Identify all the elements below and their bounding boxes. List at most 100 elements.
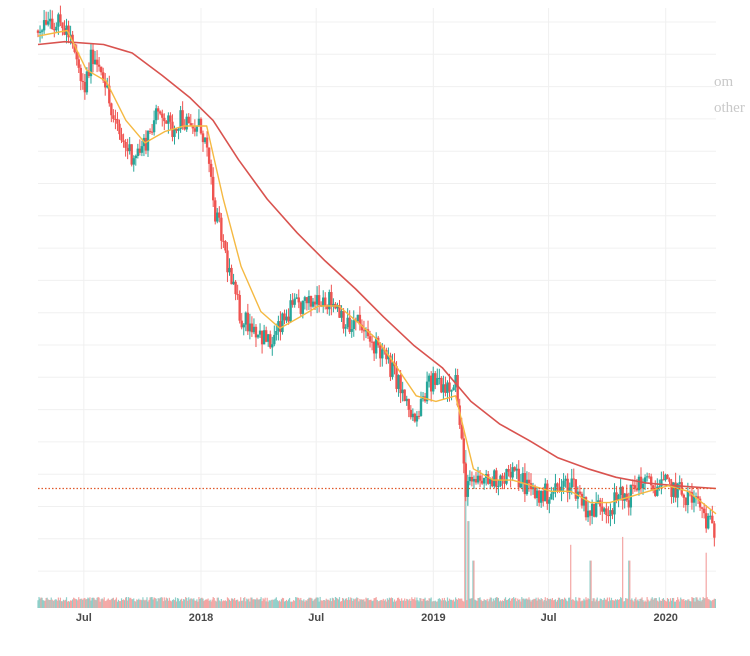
candle-body (704, 513, 708, 529)
volume-bar (404, 598, 406, 608)
volume-bar (46, 597, 48, 608)
volume-bar (621, 598, 623, 608)
candle-body (664, 474, 667, 480)
volume-bar (599, 598, 601, 608)
volume-bar (524, 599, 526, 608)
candle-body (482, 477, 486, 484)
volume-bar (598, 600, 600, 608)
volume-bar (339, 601, 342, 608)
candle-body (89, 49, 93, 77)
volume-bar (530, 601, 532, 608)
candle-body (570, 478, 573, 488)
volume-bar (200, 597, 202, 608)
volume-bar (341, 597, 344, 608)
candle-body (44, 20, 48, 25)
candle-body (75, 52, 78, 60)
volume-bar (551, 598, 553, 608)
candle-body (568, 487, 571, 493)
candle-body (232, 281, 235, 285)
volume-bar (226, 597, 229, 608)
candle-body (405, 398, 408, 402)
volume-bar (383, 600, 385, 608)
volume-bar (57, 597, 59, 608)
volume-bar (114, 599, 117, 608)
candle-body (93, 59, 97, 65)
x-tick-label: Jul (308, 612, 324, 624)
volume-bar (189, 599, 191, 608)
candle-body (456, 375, 459, 406)
volume-bar (129, 598, 131, 608)
volume-bar (443, 597, 446, 608)
candle-body (156, 108, 160, 112)
volume-bar (573, 599, 575, 608)
candle-body (207, 147, 211, 164)
volume-bar (606, 597, 608, 608)
volume-bar (561, 598, 564, 608)
candle-body (487, 474, 490, 484)
candle-body (328, 292, 331, 310)
volume-bar (430, 597, 432, 608)
candle-body (175, 128, 178, 131)
volume-bar (293, 600, 295, 608)
volume-bar (521, 597, 523, 608)
volume-bar (281, 597, 284, 608)
candle-body (299, 302, 302, 314)
volume-bar (347, 600, 349, 608)
candle-body (401, 389, 404, 394)
candle-body (387, 355, 390, 360)
volume-bar (456, 599, 458, 608)
volume-bar (109, 600, 111, 608)
candle-body (627, 500, 630, 508)
volume-bar (575, 597, 577, 608)
candle-body (674, 482, 677, 498)
volume-bar (318, 601, 320, 608)
volume-bar (681, 599, 683, 608)
volume-bar (176, 597, 179, 608)
volume-bar (320, 600, 322, 608)
volume-bar (297, 597, 299, 608)
candle-body (59, 14, 62, 23)
volume-bar (160, 597, 162, 608)
volume-bar (186, 597, 188, 608)
volume-bar (282, 598, 285, 608)
volume-bar (401, 598, 403, 608)
candle-body (55, 26, 58, 31)
candle-body (419, 399, 423, 416)
volume-bar (385, 601, 387, 608)
volume-bar (142, 597, 144, 608)
volume-bar (455, 597, 457, 608)
volume-bar (387, 599, 389, 608)
volume-bar (331, 597, 333, 608)
volume-bar (593, 598, 595, 608)
volume-bar (505, 600, 508, 608)
candle-body (38, 31, 42, 33)
volume-bar (659, 600, 661, 608)
candle-body (590, 503, 594, 516)
volume-bar (462, 600, 464, 608)
volume-bar (636, 600, 638, 608)
candle-body (601, 506, 604, 512)
candle-body (281, 313, 284, 333)
candle-body (291, 300, 294, 305)
candle-body (138, 148, 142, 153)
volume-bar (295, 597, 297, 608)
candle-body (713, 523, 716, 538)
candle-body (493, 470, 496, 487)
volume-bar (363, 599, 365, 608)
candle-body (238, 294, 241, 321)
volume-bar (407, 599, 409, 608)
candle-body (531, 487, 535, 490)
volume-bar (127, 600, 129, 608)
candle-body (73, 43, 76, 53)
volume-bar (617, 599, 620, 608)
volume-bar (519, 599, 521, 608)
moving-average-short (37, 29, 717, 515)
volume-bar (590, 560, 592, 608)
volume-bar (679, 601, 681, 608)
candle-body (645, 476, 649, 478)
volume-bar (208, 600, 210, 608)
volume-bar (509, 597, 511, 608)
volume-bar (247, 599, 249, 608)
volume-bar (515, 597, 517, 608)
volume-bar (634, 598, 636, 608)
